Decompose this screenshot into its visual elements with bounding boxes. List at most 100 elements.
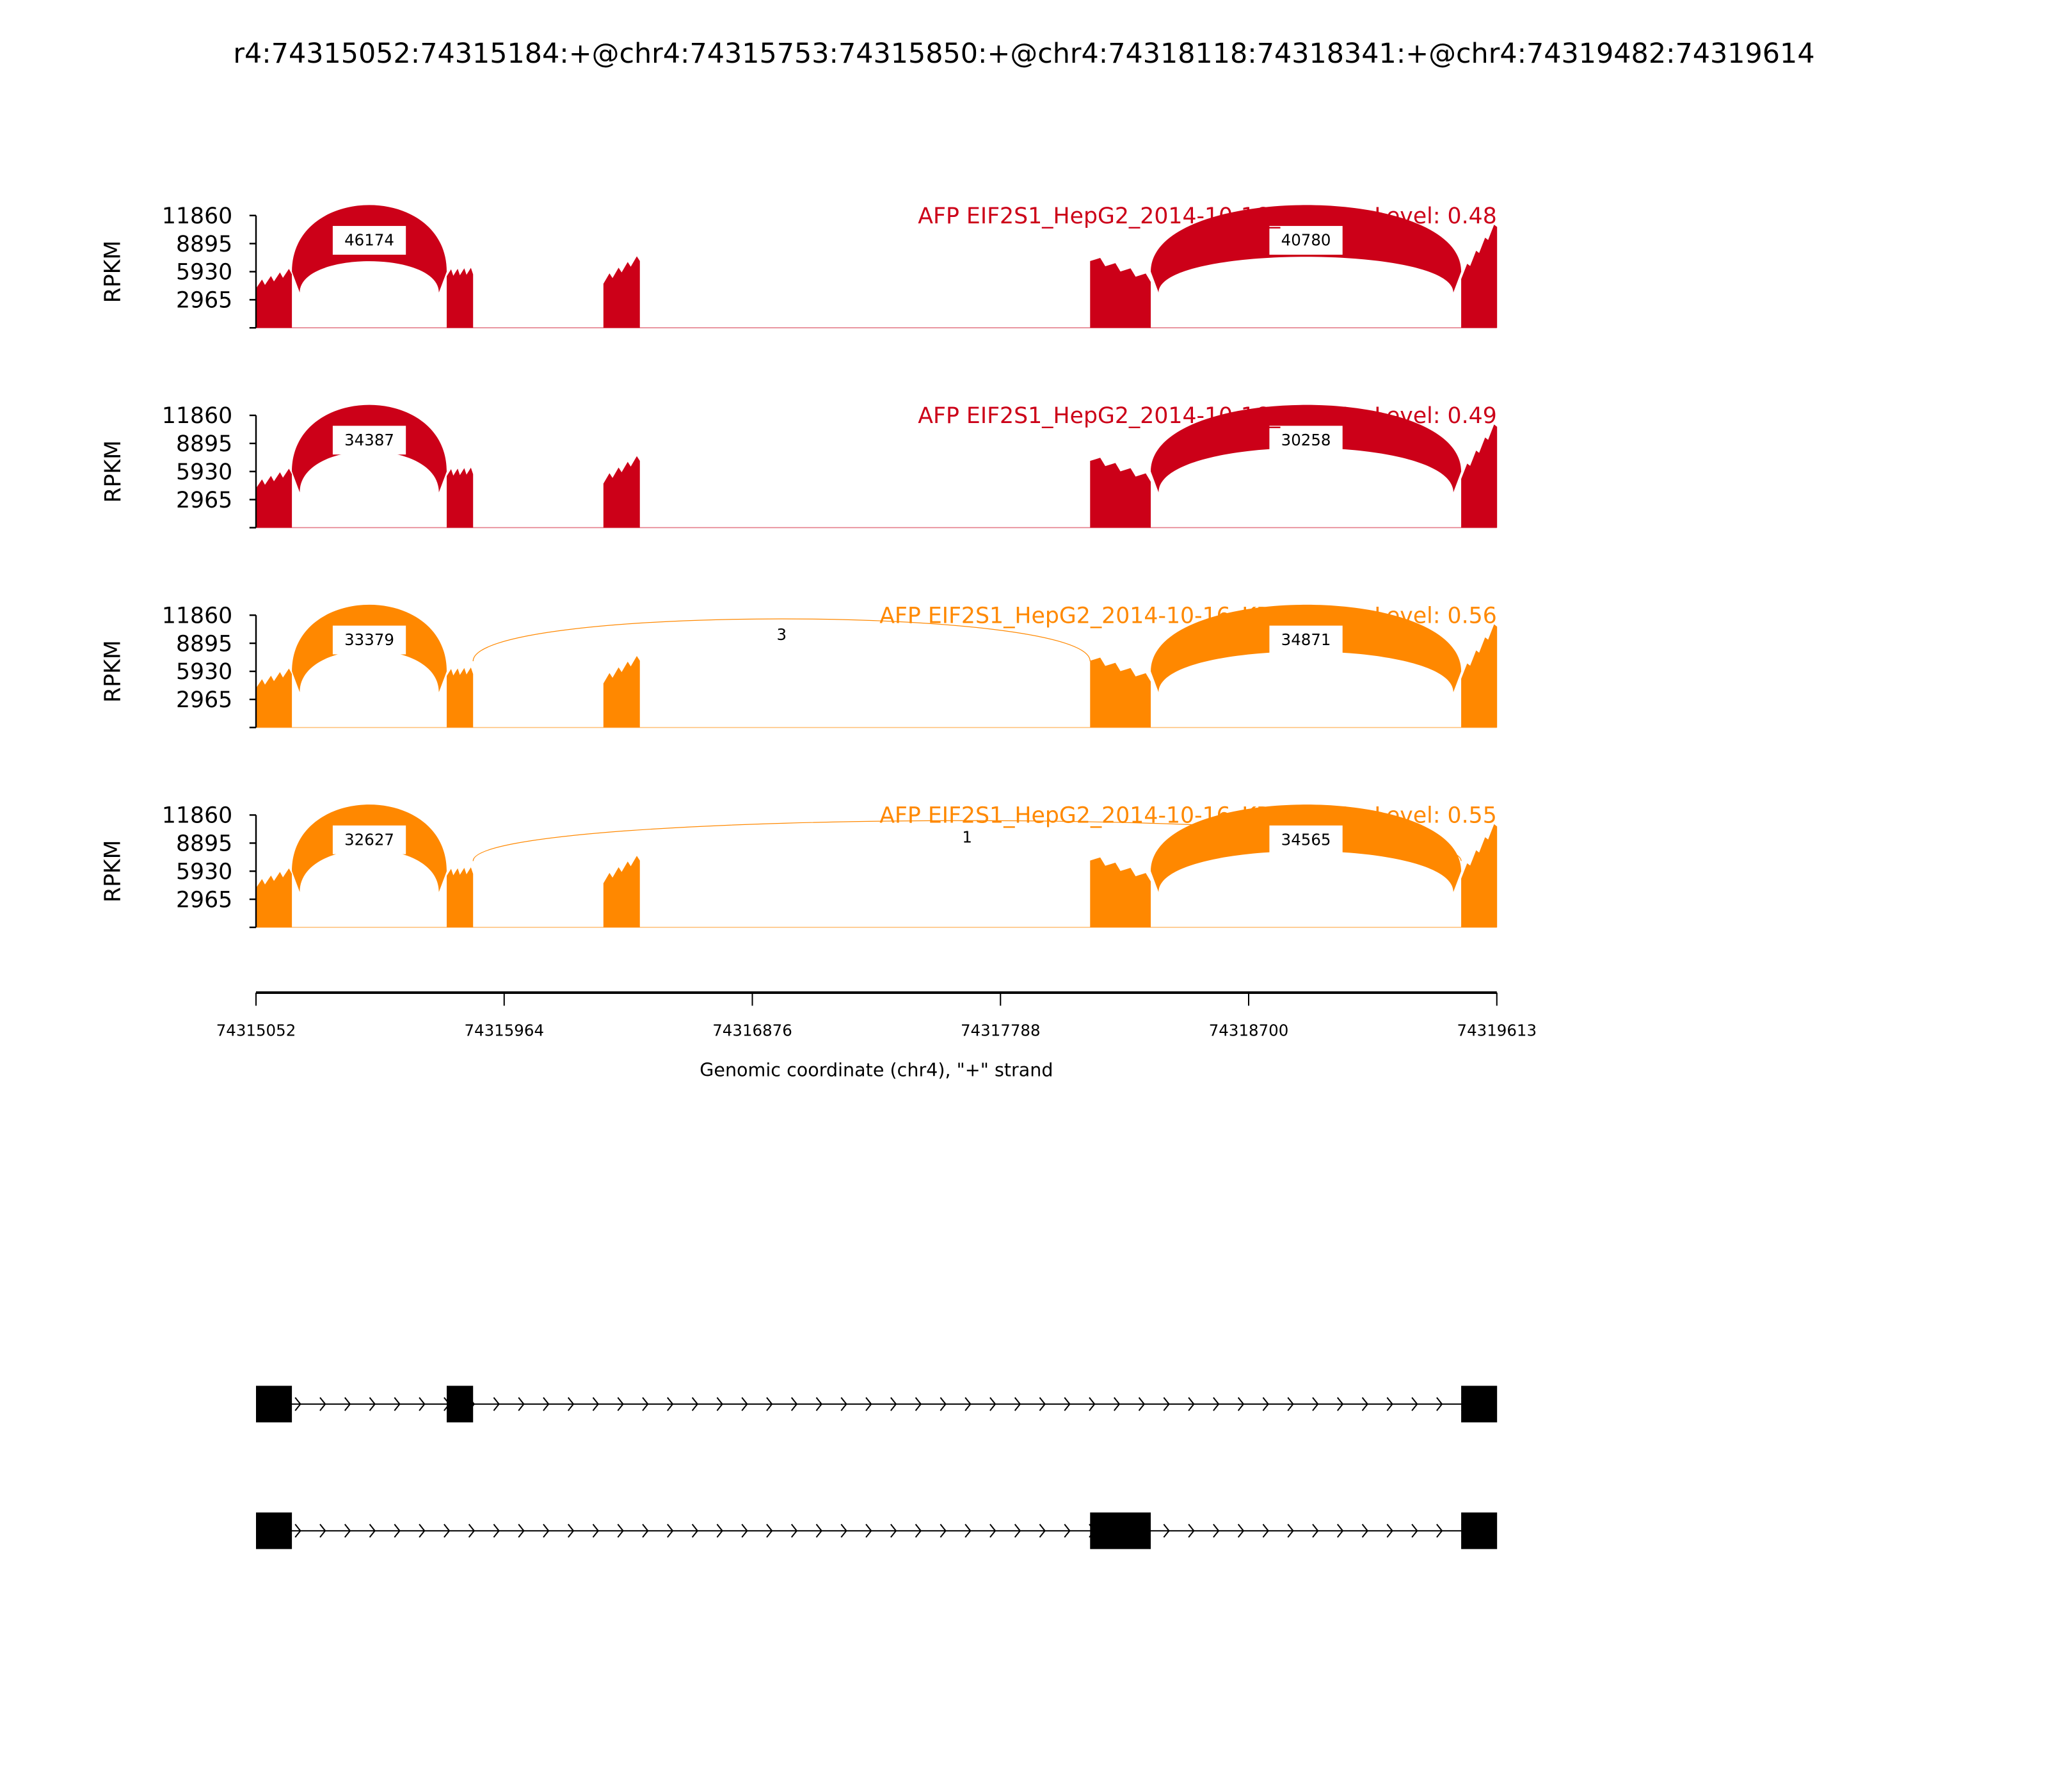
- junction-count: 3: [776, 625, 787, 644]
- coverage-area: [1090, 458, 1151, 528]
- y-tick-label: 11860: [162, 803, 232, 829]
- strand-arrow-icon: [444, 1523, 451, 1538]
- sample-panel: 46174 40780 11860 8895 5930 2965 RPKM AFP EIF2S…: [100, 204, 1498, 329]
- strand-arrow-icon: [1312, 1523, 1319, 1538]
- strand-arrow-icon: [1436, 1523, 1443, 1538]
- y-tick-label: 5930: [176, 859, 232, 884]
- coverage-area: [446, 668, 474, 728]
- y-tick-label: 2965: [176, 687, 232, 713]
- strand-arrow-icon: [865, 1523, 872, 1538]
- strand-arrow-icon: [1014, 1523, 1021, 1538]
- junction-label-box: [332, 226, 406, 255]
- strand-arrow-icon: [1262, 1397, 1269, 1411]
- isoform-track: [256, 1386, 1498, 1423]
- strand-arrow-icon: [815, 1523, 822, 1538]
- strand-arrow-icon: [1411, 1523, 1418, 1538]
- strand-arrow-icon: [815, 1397, 822, 1411]
- strand-arrow-icon: [915, 1397, 922, 1411]
- isoform-track: [256, 1512, 1498, 1549]
- junction-label-box: [1269, 226, 1343, 255]
- strand-arrow-icon: [865, 1397, 872, 1411]
- sample-label: AFP EIF2S1_HepG2_2014-10-16_NC-1 IncLeve…: [918, 204, 1496, 229]
- strand-arrow-icon: [1336, 1523, 1344, 1538]
- strand-arrow-icon: [294, 1523, 301, 1538]
- strand-arrow-icon: [1213, 1397, 1220, 1411]
- junction-count: 40780: [1281, 231, 1331, 250]
- junction-label-box: [952, 822, 982, 844]
- strand-arrow-icon: [567, 1397, 575, 1411]
- y-tick-label: 5930: [176, 260, 232, 285]
- exon-box: [446, 1386, 474, 1423]
- strand-arrow-icon: [1188, 1523, 1195, 1538]
- coverage-area: [1461, 424, 1498, 528]
- strand-arrow-icon: [940, 1397, 947, 1411]
- junction-count: 34387: [344, 431, 394, 449]
- strand-arrow-icon: [642, 1397, 649, 1411]
- strand-arrow-icon: [1163, 1523, 1170, 1538]
- strand-arrow-icon: [319, 1523, 326, 1538]
- junction-count: 46174: [344, 231, 394, 250]
- strand-arrow-icon: [1064, 1397, 1071, 1411]
- strand-arrow-icon: [1213, 1523, 1220, 1538]
- y-axis-label: RPKM: [100, 440, 126, 503]
- junction-label-box: [332, 825, 406, 854]
- exon-box: [256, 1512, 292, 1549]
- strand-arrow-icon: [1361, 1523, 1369, 1538]
- strand-arrow-icon: [964, 1523, 972, 1538]
- strand-arrow-icon: [1138, 1397, 1146, 1411]
- y-tick-label: 5930: [176, 460, 232, 485]
- strand-arrow-icon: [1114, 1397, 1121, 1411]
- strand-arrow-icon: [766, 1523, 773, 1538]
- x-tick-label: 74319613: [1457, 1021, 1537, 1039]
- strand-arrow-icon: [1361, 1397, 1369, 1411]
- strand-arrow-icon: [1237, 1397, 1245, 1411]
- strand-arrow-icon: [716, 1523, 723, 1538]
- junction-arc: [472, 618, 1091, 662]
- strand-arrow-icon: [567, 1523, 575, 1538]
- x-tick-label: 74315052: [216, 1021, 296, 1039]
- coverage-area: [1461, 225, 1498, 328]
- y-tick-label: 11860: [162, 403, 232, 429]
- strand-arrow-icon: [790, 1523, 798, 1538]
- coverage-area: [256, 668, 292, 728]
- strand-arrow-icon: [1039, 1397, 1046, 1411]
- strand-arrow-icon: [840, 1397, 847, 1411]
- strand-arrow-icon: [319, 1397, 326, 1411]
- strand-arrow-icon: [989, 1523, 996, 1538]
- coverage-area: [256, 868, 292, 927]
- strand-arrow-icon: [592, 1523, 600, 1538]
- strand-arrow-icon: [369, 1523, 376, 1538]
- sample-label: AFP EIF2S1_HepG2_2014-10-16_KD/KO-1 IncL…: [879, 603, 1497, 628]
- strand-arrow-icon: [1262, 1523, 1269, 1538]
- strand-arrow-icon: [493, 1523, 500, 1538]
- strand-arrow-icon: [344, 1397, 351, 1411]
- x-tick-label: 74315964: [464, 1021, 544, 1039]
- strand-arrow-icon: [1386, 1397, 1393, 1411]
- exon-box: [1090, 1512, 1151, 1549]
- y-tick-label: 11860: [162, 603, 232, 628]
- y-tick-label: 2965: [176, 488, 232, 513]
- strand-arrow-icon: [716, 1397, 723, 1411]
- strand-arrow-icon: [691, 1523, 699, 1538]
- junction-count: 33379: [344, 630, 394, 649]
- x-tick-label: 74316876: [712, 1021, 792, 1039]
- y-tick-label: 2965: [176, 288, 232, 314]
- exon-box: [1461, 1512, 1498, 1549]
- coverage-area: [603, 656, 640, 728]
- strand-arrow-icon: [419, 1523, 426, 1538]
- strand-arrow-icon: [394, 1397, 401, 1411]
- figure-title: r4:74315052:74315184:+@chr4:74315753:743…: [233, 38, 1814, 70]
- strand-arrow-icon: [543, 1523, 550, 1538]
- strand-arrow-icon: [518, 1397, 525, 1411]
- strand-arrow-icon: [543, 1397, 550, 1411]
- strand-arrow-icon: [890, 1523, 897, 1538]
- junction-count: 32627: [344, 830, 394, 849]
- exon-box: [1461, 1386, 1498, 1423]
- coverage-area: [603, 256, 640, 328]
- strand-arrow-icon: [691, 1397, 699, 1411]
- strand-arrow-icon: [667, 1397, 674, 1411]
- strand-arrow-icon: [667, 1523, 674, 1538]
